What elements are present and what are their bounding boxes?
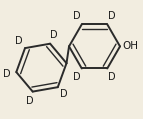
Text: D: D <box>73 11 81 21</box>
Text: D: D <box>108 11 116 21</box>
Text: D: D <box>15 36 23 46</box>
Text: D: D <box>50 30 57 40</box>
Text: D: D <box>26 96 33 106</box>
Text: D: D <box>3 69 11 79</box>
Text: D: D <box>73 72 81 82</box>
Text: D: D <box>60 89 68 99</box>
Text: D: D <box>108 72 116 82</box>
Text: OH: OH <box>123 41 139 51</box>
